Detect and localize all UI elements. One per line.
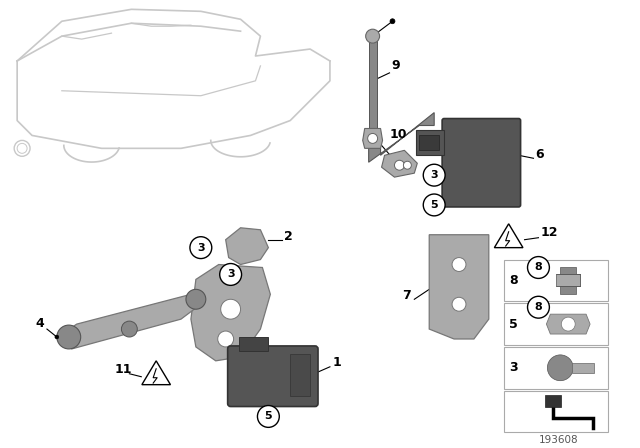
Circle shape <box>527 296 549 318</box>
Text: 8: 8 <box>534 302 542 312</box>
Circle shape <box>423 194 445 216</box>
Bar <box>504 391 608 432</box>
Text: 193608: 193608 <box>538 435 578 445</box>
Text: 9: 9 <box>392 59 400 72</box>
Text: 3: 3 <box>509 361 518 374</box>
Circle shape <box>55 335 59 339</box>
Circle shape <box>390 19 395 24</box>
Polygon shape <box>429 235 489 339</box>
Bar <box>504 303 608 345</box>
Circle shape <box>365 29 380 43</box>
Bar <box>545 395 561 407</box>
Text: 5: 5 <box>509 318 518 331</box>
Circle shape <box>221 299 241 319</box>
Circle shape <box>57 325 81 349</box>
Text: 10: 10 <box>390 129 407 142</box>
Polygon shape <box>381 151 417 177</box>
Text: 5: 5 <box>264 411 272 422</box>
Circle shape <box>257 405 279 427</box>
Circle shape <box>452 258 466 271</box>
Bar <box>504 259 608 301</box>
Polygon shape <box>494 224 523 248</box>
Circle shape <box>394 160 404 170</box>
Text: 8: 8 <box>509 274 518 287</box>
Polygon shape <box>547 314 590 334</box>
Polygon shape <box>363 129 383 148</box>
Polygon shape <box>62 294 201 349</box>
Polygon shape <box>416 130 444 155</box>
Circle shape <box>218 331 234 347</box>
Text: 3: 3 <box>430 170 438 180</box>
Circle shape <box>452 297 466 311</box>
Circle shape <box>547 355 573 381</box>
Text: 3: 3 <box>227 269 234 280</box>
Bar <box>504 347 608 388</box>
FancyBboxPatch shape <box>442 119 520 207</box>
Polygon shape <box>142 361 170 385</box>
Bar <box>572 363 594 373</box>
Polygon shape <box>560 267 580 294</box>
Text: 6: 6 <box>536 148 544 161</box>
Bar <box>556 275 580 286</box>
Polygon shape <box>226 228 268 264</box>
Bar <box>239 337 268 351</box>
Bar <box>290 354 310 396</box>
Circle shape <box>367 134 378 143</box>
Circle shape <box>186 289 206 309</box>
Circle shape <box>561 317 575 331</box>
Text: 3: 3 <box>197 243 205 253</box>
Polygon shape <box>191 264 270 361</box>
Bar <box>419 135 439 151</box>
Circle shape <box>423 164 445 186</box>
Bar <box>369 36 376 135</box>
Circle shape <box>403 161 412 169</box>
Text: 4: 4 <box>35 317 44 330</box>
Text: 5: 5 <box>430 200 438 210</box>
Text: 12: 12 <box>540 226 558 239</box>
FancyBboxPatch shape <box>228 346 318 406</box>
Text: 1: 1 <box>333 356 342 369</box>
Circle shape <box>122 321 138 337</box>
Circle shape <box>220 263 241 285</box>
Text: 2: 2 <box>284 230 293 243</box>
Circle shape <box>190 237 212 258</box>
Text: 11: 11 <box>115 363 132 376</box>
Text: 7: 7 <box>403 289 411 302</box>
Circle shape <box>527 257 549 278</box>
Polygon shape <box>369 112 434 162</box>
Text: 8: 8 <box>534 263 542 272</box>
